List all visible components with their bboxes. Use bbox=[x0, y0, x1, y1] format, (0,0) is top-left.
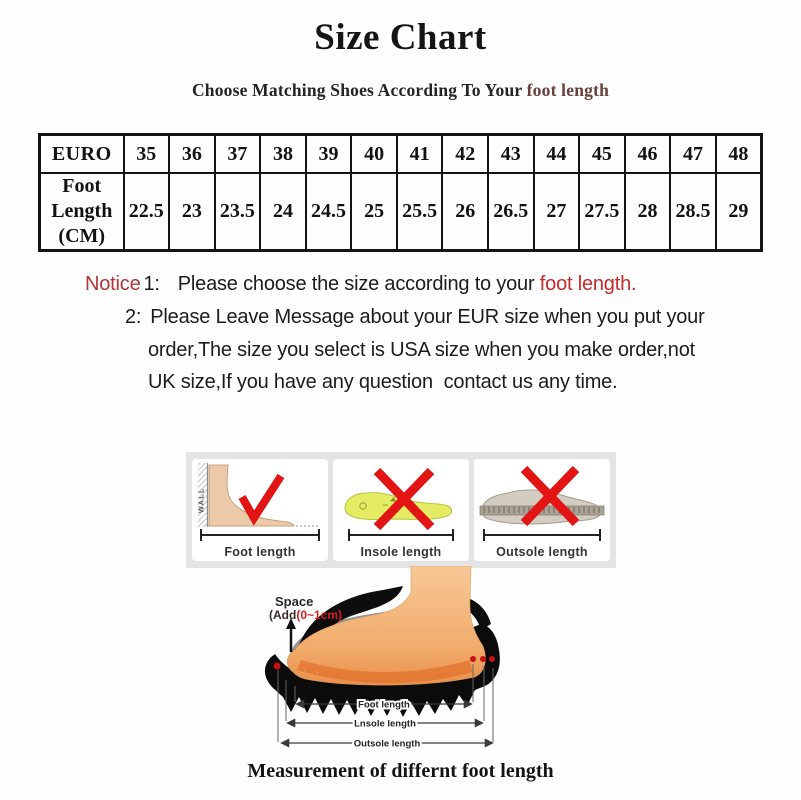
notice-item-1: Notice 1: Please choose the size according… bbox=[85, 273, 637, 296]
euro-size-cell: 39 bbox=[304, 133, 353, 174]
panel-foot-length: WALL Foot length bbox=[192, 459, 328, 561]
foot-length-cell: 24 bbox=[259, 172, 307, 252]
notice-item-2-line1: Please Leave Message about your EUR size… bbox=[150, 306, 705, 328]
euro-size-cell: 40 bbox=[350, 133, 398, 174]
space-annotation: (Add(0~1cm) bbox=[269, 608, 342, 622]
panel-insole-length: Insole length bbox=[333, 459, 469, 561]
panel-label: Outsole length bbox=[496, 545, 588, 559]
notice-item-1-text: Please choose the size according to your bbox=[177, 273, 540, 295]
heel-marker-dot bbox=[470, 656, 476, 662]
toe-creases bbox=[302, 667, 318, 681]
foot-length-cell: 25 bbox=[350, 172, 398, 252]
panel-label: Foot length bbox=[224, 545, 296, 559]
subtitle-text: Choose Matching Shoes According To Your bbox=[191, 80, 527, 100]
euro-size-cell: 45 bbox=[578, 133, 626, 174]
space-label: Space bbox=[275, 594, 313, 609]
notice-item-1-number: 1: bbox=[143, 273, 160, 295]
shoe-upper-band bbox=[297, 586, 403, 658]
panel-outsole-length: Outsole length bbox=[474, 459, 610, 561]
foot-length-cell: 26.5 bbox=[487, 172, 535, 252]
foot-length-cell: 26 bbox=[441, 172, 489, 252]
reference-lines bbox=[277, 664, 494, 742]
foot-measure-illustration: WALL bbox=[198, 463, 320, 541]
size-table: EURO 35 36 37 38 39 40 41 42 43 44 45 46… bbox=[38, 133, 763, 252]
euro-size-cell: 36 bbox=[168, 133, 216, 174]
foot-length-cell: 25.5 bbox=[395, 172, 444, 252]
heel-marker-dot bbox=[480, 656, 486, 662]
foot-length-cell: 22.5 bbox=[122, 172, 171, 252]
foot-length-cell: 27 bbox=[532, 172, 581, 252]
foot-bottom-shading bbox=[297, 660, 473, 683]
foot-length-highlight: foot length. bbox=[539, 273, 637, 295]
euro-size-cell: 43 bbox=[487, 133, 535, 174]
insole-illustration bbox=[344, 467, 454, 541]
foot-length-cell: 28.5 bbox=[669, 172, 717, 252]
toe-marker-dot bbox=[273, 662, 281, 670]
foot-length-cell: 29 bbox=[714, 172, 763, 252]
foot-length-header-cell: Foot Length (CM) bbox=[38, 172, 125, 252]
wall-label: WALL bbox=[199, 487, 206, 513]
measurement-label-insole: Lnsole length bbox=[354, 719, 416, 730]
heel-marker-dot bbox=[489, 656, 495, 662]
measure-line bbox=[348, 529, 454, 541]
euro-size-cell: 48 bbox=[714, 133, 763, 174]
foot-measurement-diagram: Space (Add(0~1cm) Foot length Lnsole len… bbox=[264, 566, 500, 752]
euro-size-cell: 44 bbox=[532, 133, 581, 174]
shoe-sole bbox=[264, 624, 500, 717]
table-row-foot-length: Foot Length (CM) 22.5 23 23.5 24 24.5 25… bbox=[38, 172, 763, 252]
notice-label: Notice bbox=[85, 273, 141, 295]
foot-length-cell: 28 bbox=[623, 172, 672, 252]
euro-size-cell: 41 bbox=[395, 133, 444, 174]
euro-size-cell: 46 bbox=[623, 133, 672, 174]
foot-and-leg bbox=[286, 566, 486, 686]
wall-hatch bbox=[198, 463, 207, 527]
notice-item-2-number: 2: bbox=[125, 306, 142, 328]
foot-length-cell: 27.5 bbox=[578, 172, 626, 252]
euro-size-cell: 47 bbox=[669, 133, 717, 174]
measurement-arrows bbox=[280, 699, 494, 748]
outsole-illustration bbox=[479, 465, 605, 541]
measurement-label-foot: Foot length bbox=[358, 700, 410, 711]
table-row-euro: EURO 35 36 37 38 39 40 41 42 43 44 45 46… bbox=[38, 133, 763, 174]
measure-line bbox=[200, 529, 320, 541]
measurement-label-outsole: Outsole length bbox=[354, 739, 421, 750]
cross-icon bbox=[373, 467, 435, 531]
cross-icon bbox=[520, 465, 580, 527]
notice-item-2-line3: UK size,If you have any question contact… bbox=[148, 371, 618, 393]
subtitle-highlight: foot length bbox=[526, 80, 610, 100]
measurement-panels: WALL Foot length bbox=[186, 452, 616, 568]
subtitle: Choose Matching Shoes According To Your … bbox=[0, 80, 801, 101]
notice-item-2: 2: Please Leave Message about your EUR si… bbox=[125, 306, 705, 329]
euro-size-cell: 42 bbox=[441, 133, 489, 174]
foot-length-cell: 23.5 bbox=[213, 172, 262, 252]
foot-length-cell: 24.5 bbox=[304, 172, 353, 252]
panel-label: Insole length bbox=[360, 545, 442, 559]
measure-line bbox=[483, 529, 601, 541]
euro-size-cell: 35 bbox=[122, 133, 171, 174]
foot-length-cell: 23 bbox=[168, 172, 216, 252]
notice-item-2-line2: order,The size you select is USA size wh… bbox=[148, 339, 695, 361]
diagram-caption: Measurement of differnt foot length bbox=[247, 760, 554, 782]
euro-header-cell: EURO bbox=[38, 133, 125, 174]
checkmark-icon bbox=[238, 473, 285, 526]
euro-size-cell: 37 bbox=[213, 133, 262, 174]
page-title: Size Chart bbox=[314, 17, 487, 58]
euro-size-cell: 38 bbox=[259, 133, 307, 174]
